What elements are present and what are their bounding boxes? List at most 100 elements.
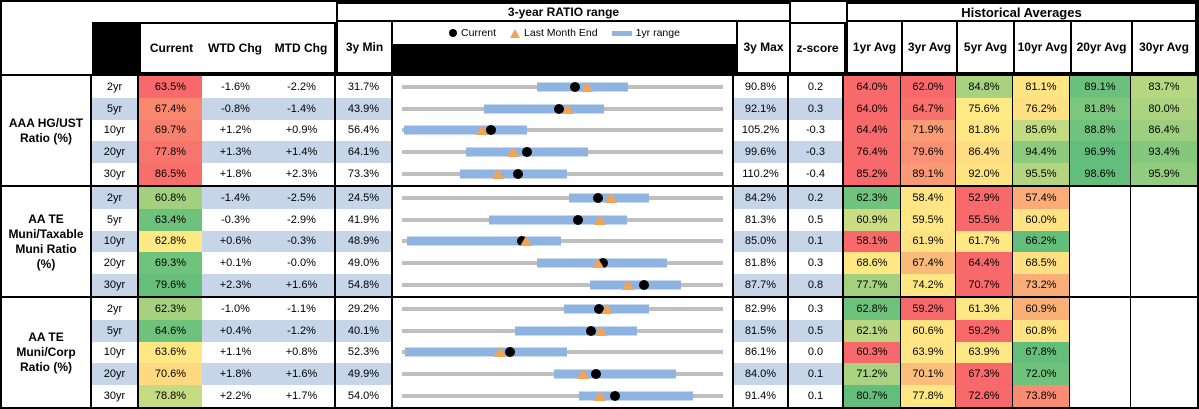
min-cell: 54.8% <box>336 274 393 296</box>
avg-cell: 70.1% <box>901 363 956 386</box>
max-column-header: 3y Max <box>736 22 791 74</box>
zscore-cell: 0.3 <box>789 97 844 120</box>
avg-cell <box>1070 274 1131 296</box>
tenor-cell: 10yr <box>92 341 139 364</box>
current-value-cell: 63.6% <box>139 341 202 364</box>
range-chart-track <box>402 141 723 163</box>
wtd-chg-cell: -0.3% <box>221 213 250 226</box>
avg-cell: 59.2% <box>901 298 956 320</box>
range-chart <box>393 97 734 120</box>
range-chart-track <box>402 163 723 185</box>
wtd-chg-cell: +1.8% <box>219 168 252 181</box>
mtd-chg-cell: +1.6% <box>269 363 336 386</box>
avg-cell: 73.2% <box>1013 274 1070 296</box>
mtd-chg-cell: +1.6% <box>269 274 336 296</box>
legend-item-current: Current <box>449 27 496 39</box>
avg-cell: 72.0% <box>1013 363 1070 386</box>
last-month-end-triangle-marker <box>576 369 589 380</box>
avg-cell: 89.1% <box>901 163 956 185</box>
range-chart-track <box>402 274 723 296</box>
table-row: 2yr 60.8% -1.4% -2.5% 24.5% 84.2% 0.2 62.3% 58.4… <box>92 187 1197 209</box>
legend-last-month-end-label: Last Month End <box>524 27 598 39</box>
full-range-line <box>402 239 723 244</box>
range-chart-track <box>402 76 723 98</box>
avg-cell <box>1131 341 1197 364</box>
wtd-chg-cell: +2.2% <box>219 390 252 403</box>
avg-cell: 61.9% <box>901 230 956 253</box>
table-row: 2yr 63.5% -1.6% -2.2% 31.7% 90.8% 0.2 64.0% 62.0… <box>92 76 1197 98</box>
avg-column-header-3yr-avg: 3yr Avg <box>903 22 958 74</box>
avg-cell: 71.2% <box>844 363 901 386</box>
range-chart <box>393 76 734 98</box>
zscore-cell: 0.5 <box>789 319 844 342</box>
range-chart-track <box>402 98 723 120</box>
avg-cell <box>1070 252 1131 275</box>
mtd-chg-column-header: MTD Chg <box>274 41 328 55</box>
zscore-cell: 0.3 <box>789 252 844 275</box>
current-value-cell: 60.8% <box>139 187 202 209</box>
min-column-header: 3y Min <box>336 22 393 74</box>
avg-cell: 80.0% <box>1131 97 1197 120</box>
current-value-cell: 67.4% <box>139 97 202 120</box>
avg-cell: 52.9% <box>956 187 1013 209</box>
mtd-chg-cell: -1.1% <box>269 298 336 320</box>
avg-cell <box>1070 208 1131 231</box>
table-header: Current WTD Chg MTD Chg 3-year RATIO ran… <box>2 2 1197 76</box>
avg-cell: 85.6% <box>1013 119 1070 142</box>
avg-cell: 67.4% <box>901 252 956 275</box>
table-row: 5yr 67.4% -0.8% -1.4% 43.9% 92.1% 0.3 64.0% 64.7… <box>92 97 1197 120</box>
table-row: 20yr 70.6% +1.8% +1.6% 49.9% 84.0% 0.1 71.2% 70.… <box>92 363 1197 386</box>
avg-cell: 79.6% <box>901 141 956 164</box>
zscore-cell: 0.8 <box>789 274 844 296</box>
mtd-chg-cell: -1.2% <box>269 319 336 342</box>
avg-cell: 96.9% <box>1070 141 1131 164</box>
max-cell: 110.2% <box>734 163 789 185</box>
mtd-chg-cell: +1.4% <box>269 141 336 164</box>
current-dot-marker <box>485 125 496 136</box>
min-cell: 49.0% <box>336 252 393 275</box>
current-dot-marker <box>505 347 516 358</box>
row-group: AA TE Muni/Corp Ratio (%) 2yr 62.3% -1.0% -1… <box>2 296 1197 407</box>
table-row: 30yr 78.8% +2.2% +1.7% 54.0% 91.4% 0.1 80.7% 77.… <box>92 385 1197 407</box>
avg-cell: 94.4% <box>1013 141 1070 164</box>
current-value-cell: 69.7% <box>139 119 202 142</box>
max-cell: 85.0% <box>734 230 789 253</box>
mtd-chg-cell: +0.8% <box>269 341 336 364</box>
avg-cell: 95.9% <box>1131 163 1197 185</box>
one-year-range-bar <box>578 391 693 401</box>
one-year-range-bar <box>589 280 681 290</box>
avg-cell: 84.8% <box>956 76 1013 98</box>
current-dot-marker <box>572 214 583 225</box>
min-cell: 40.1% <box>336 319 393 342</box>
current-value-cell: 63.5% <box>139 76 202 98</box>
avg-column-header-10yr-avg: 10yr Avg <box>1015 22 1072 74</box>
mtd-chg-cell: -0.3% <box>269 230 336 253</box>
avg-cell: 62.8% <box>844 298 901 320</box>
last-month-end-triangle-marker <box>594 214 607 225</box>
current-dot-marker <box>592 192 603 203</box>
legend-1yr-range-label: 1yr range <box>635 27 680 39</box>
zscore-cell: 0.2 <box>789 187 844 209</box>
avg-cell: 73.8% <box>1013 385 1070 407</box>
one-year-range-bar-icon <box>611 30 632 36</box>
avg-column-header-1yr-avg: 1yr Avg <box>846 22 903 74</box>
last-month-end-triangle-marker <box>604 192 617 203</box>
avg-cell: 85.2% <box>844 163 901 185</box>
tenor-cell: 2yr <box>92 76 139 98</box>
row-group-rows: 2yr 60.8% -1.4% -2.5% 24.5% 84.2% 0.2 62.3% 58.4… <box>92 187 1197 296</box>
range-chart-track <box>402 363 723 385</box>
avg-cell <box>1070 319 1131 342</box>
tenor-cell: 5yr <box>92 319 139 342</box>
one-year-range-bar <box>483 104 605 114</box>
last-month-end-triangle-marker <box>595 325 608 336</box>
avg-cell: 89.1% <box>1070 76 1131 98</box>
zscore-cell: 0.1 <box>789 230 844 253</box>
one-year-range-bar <box>403 125 528 135</box>
table-row: 5yr 64.6% +0.4% -1.2% 40.1% 81.5% 0.5 62.1% 60.6… <box>92 319 1197 342</box>
range-chart <box>393 230 734 253</box>
avg-cell: 60.9% <box>1013 298 1070 320</box>
avg-cell: 68.5% <box>1013 252 1070 275</box>
range-chart <box>393 208 734 231</box>
table-row: 10yr 63.6% +1.1% +0.8% 52.3% 86.1% 0.0 60.3% 63.… <box>92 341 1197 364</box>
